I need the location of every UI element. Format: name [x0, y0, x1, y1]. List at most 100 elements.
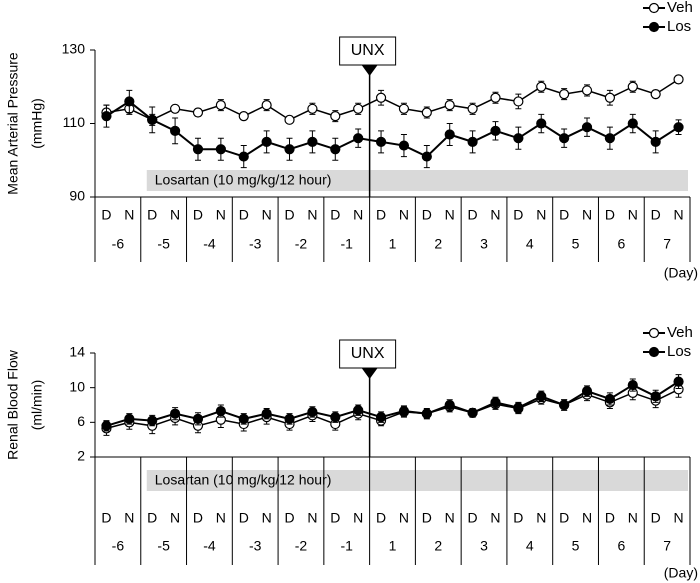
data-point: [124, 96, 135, 107]
x-tick-label: N: [216, 510, 226, 526]
x-tick-label: D: [101, 207, 111, 223]
x-tick-label: N: [399, 207, 409, 223]
x-tick-label: D: [239, 207, 249, 223]
y-tick-label: 10: [69, 378, 85, 394]
data-point: [353, 103, 364, 114]
day-label: -4: [203, 236, 216, 252]
day-label: -3: [249, 538, 262, 554]
x-tick-label: N: [582, 510, 592, 526]
data-point: [650, 88, 661, 100]
annotation-label: UNX: [351, 345, 385, 362]
y-tick-label: 2: [77, 448, 85, 464]
x-tick-label: N: [307, 207, 317, 223]
annotation-box: [339, 339, 397, 369]
data-point: [398, 140, 410, 151]
data-point: [284, 114, 295, 125]
data-point: [215, 405, 226, 417]
y-axis-label: Renal Blood Flow: [5, 349, 21, 460]
y-axis-label: (mmHg): [29, 98, 45, 149]
y-tick-label: 14: [69, 344, 85, 360]
data-point: [467, 407, 478, 418]
data-point: [421, 151, 432, 162]
data-point: [284, 413, 295, 424]
data-point: [513, 133, 524, 144]
x-tick-label: D: [147, 510, 157, 526]
series-line: [106, 388, 679, 430]
day-label: 1: [389, 236, 397, 252]
data-point: [421, 107, 432, 118]
annotation-label: UNX: [351, 42, 385, 59]
x-tick-label: N: [628, 207, 638, 223]
data-point: [673, 74, 684, 85]
y-tick-label: 130: [62, 41, 86, 57]
data-point: [330, 412, 341, 423]
day-label: 6: [617, 538, 625, 554]
day-label: 3: [480, 236, 488, 252]
y-tick-label: 110: [63, 114, 86, 130]
data-point: [124, 413, 135, 424]
day-label: -5: [157, 236, 170, 252]
legend-marker: [648, 21, 660, 33]
day-label: 5: [572, 538, 580, 554]
x-tick-label: N: [490, 207, 500, 223]
legend-label: Los: [667, 18, 691, 35]
day-label: -2: [295, 236, 308, 252]
x-tick-label: D: [101, 510, 111, 526]
x-tick-label: N: [353, 207, 363, 223]
data-point: [307, 136, 318, 147]
x-tick-label: D: [284, 207, 294, 223]
x-tick-label: D: [239, 510, 249, 526]
data-point: [581, 122, 593, 133]
x-tick-label: N: [353, 510, 363, 526]
x-tick-label: N: [536, 207, 546, 223]
data-point: [169, 125, 181, 136]
x-tick-label: N: [582, 207, 592, 223]
annotation-arrow: [361, 368, 378, 379]
x-tick-label: D: [513, 510, 523, 526]
x-tick-label: D: [559, 207, 569, 223]
data-point: [467, 103, 478, 114]
data-point: [261, 408, 272, 419]
data-point: [398, 103, 410, 114]
x-tick-label: D: [193, 207, 203, 223]
legend-marker: [648, 2, 660, 14]
data-point: [673, 122, 684, 133]
data-point: [215, 100, 226, 111]
data-point: [101, 420, 112, 431]
data-point: [444, 100, 455, 111]
x-tick-label: D: [468, 207, 478, 223]
x-tick-label: N: [445, 207, 455, 223]
data-point: [536, 118, 547, 129]
data-point: [215, 144, 226, 155]
data-point: [627, 379, 638, 391]
data-point: [353, 133, 364, 144]
day-label: -4: [203, 538, 216, 554]
y-tick-label: 6: [77, 413, 85, 429]
legend-label: Veh: [667, 0, 693, 16]
data-point: [421, 408, 432, 419]
treatment-label: Losartan (10 mg/kg/12 hour): [155, 472, 332, 488]
x-tick-label: N: [170, 510, 180, 526]
data-point: [604, 133, 616, 144]
x-tick-label: N: [628, 510, 638, 526]
data-point: [261, 136, 272, 147]
x-tick-label: N: [445, 510, 455, 526]
data-point: [375, 136, 387, 147]
day-label: -1: [341, 236, 354, 252]
day-label: 3: [480, 538, 488, 554]
x-tick-label: N: [216, 207, 226, 223]
x-tick-label: D: [605, 510, 615, 526]
x-tick-label: D: [147, 207, 157, 223]
data-point: [650, 136, 661, 147]
data-point: [581, 386, 593, 397]
x-tick-label: D: [651, 510, 661, 526]
series-line: [106, 78, 679, 121]
data-point: [627, 118, 638, 129]
data-point: [559, 399, 570, 411]
data-point: [238, 151, 249, 162]
legend-marker: [648, 327, 660, 339]
day-label: 2: [434, 236, 442, 252]
data-point: [147, 415, 158, 426]
y-axis-label: Mean Arterial Pressure: [5, 52, 21, 195]
